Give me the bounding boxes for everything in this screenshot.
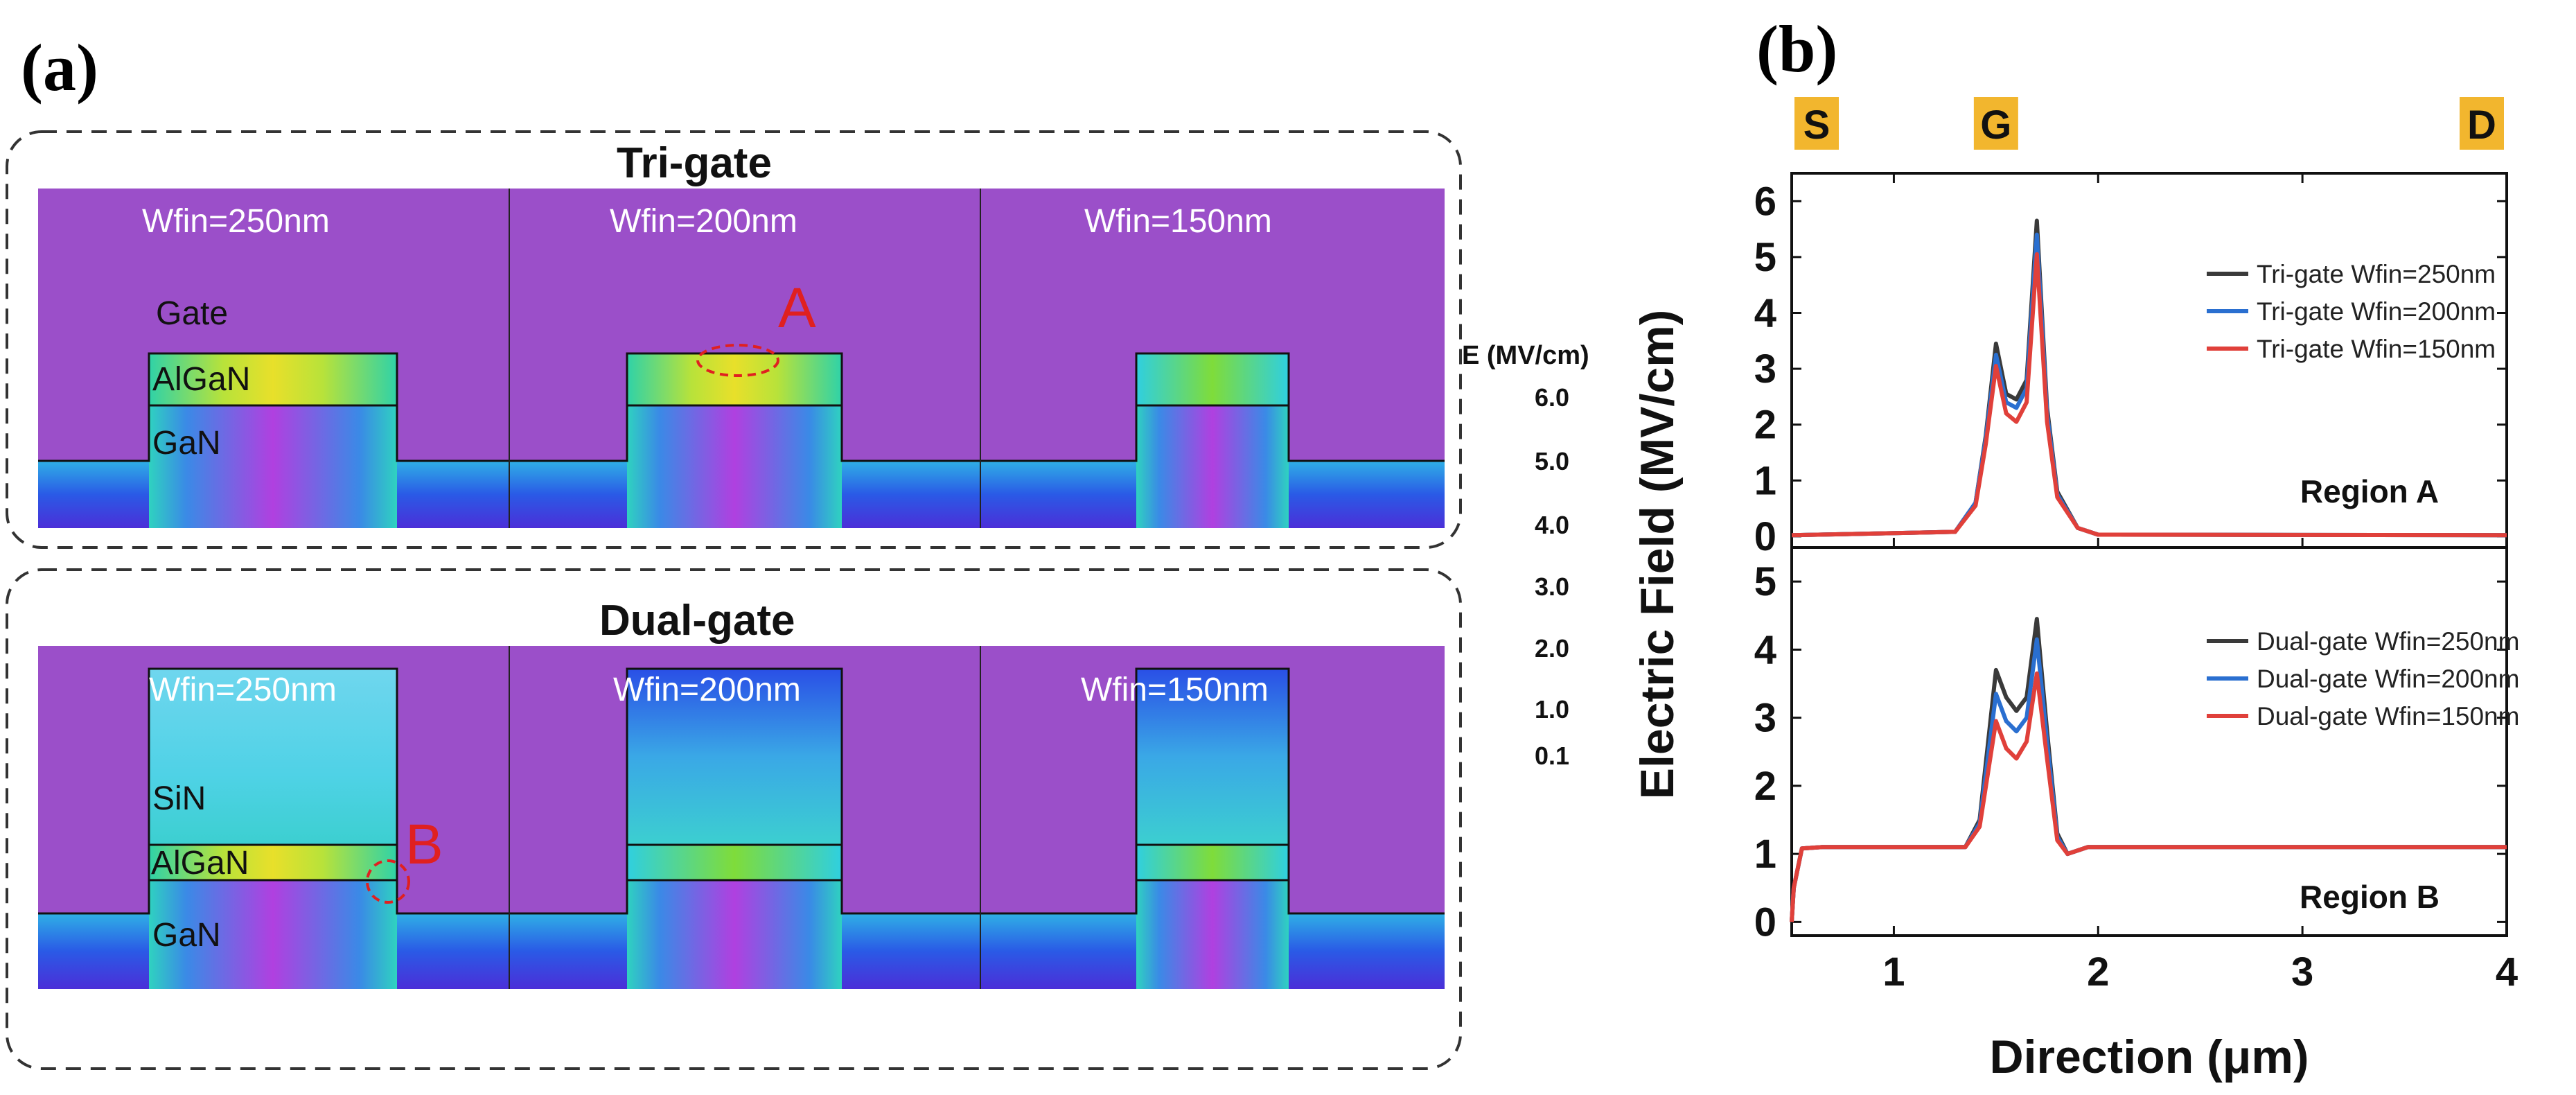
panel-a-svg [6, 130, 1462, 1070]
terminal-marker-label: S [1803, 103, 1830, 148]
legend-label: Dual-gate Wfin=150nm [2257, 702, 2519, 730]
y-tick-label: 3 [1754, 347, 1776, 392]
trigate-cell-1-label: Wfin=250nm [142, 203, 330, 240]
legend-label: Tri-gate Wfin=200nm [2257, 297, 2496, 326]
y-tick-label: 3 [1754, 696, 1776, 741]
dualgate-gan-label: GaN [152, 917, 221, 954]
x-tick-label: 3 [2291, 949, 2313, 995]
colorbar-tick: 0.1 [1535, 742, 1570, 770]
sin-label: SiN [152, 780, 206, 817]
series-line [1791, 252, 2507, 538]
legend-label: Tri-gate Wfin=250nm [2257, 260, 2496, 288]
region-b-label: B [405, 813, 443, 876]
y-tick-label: 5 [1754, 559, 1776, 604]
colorbar-tick: 5.0 [1535, 447, 1570, 475]
legend-label: Dual-gate Wfin=200nm [2257, 665, 2519, 693]
terminal-marker-label: D [2467, 103, 2496, 148]
colorbar-tick: 3.0 [1535, 572, 1570, 601]
trigate-algan-label: AlGaN [152, 361, 251, 398]
trigate-cell-2 [509, 189, 980, 528]
terminal-marker-bg [2460, 97, 2504, 150]
region-label: Region A [2300, 473, 2439, 509]
y-tick-label: 1 [1754, 832, 1776, 877]
dualgate-cell-3-label: Wfin=150nm [1081, 672, 1269, 708]
region-label: Region B [2300, 879, 2440, 915]
panel-b-chart: S G D 0 1 2 3 4 5 6 Tri-gate Wfin=250nm Tri-gate W… [1631, 97, 2519, 1083]
dualgate-cell-2-label: Wfin=200nm [613, 672, 801, 708]
y-tick-label: 5 [1754, 235, 1776, 280]
y-tick-label: 4 [1754, 627, 1776, 672]
x-tick-label: 4 [2496, 949, 2518, 995]
series-line [1790, 671, 2507, 922]
dualgate-title: Dual-gate [599, 597, 795, 645]
y-tick-label: 4 [1754, 290, 1776, 335]
colorbar-tick: 4.0 [1535, 511, 1570, 539]
legend-label: Dual-gate Wfin=250nm [2257, 627, 2519, 656]
trigate-cell-3 [980, 189, 1445, 528]
y-axis-label: Electric Field (MV/cm) [1631, 310, 1684, 800]
panel-a-label: (a) [21, 30, 98, 105]
y-tick-label: 2 [1754, 403, 1776, 448]
dualgate-cell-1-label: Wfin=250nm [149, 672, 337, 708]
legend-label: Tri-gate Wfin=150nm [2257, 335, 2496, 363]
trigate-cell-2-label: Wfin=200nm [610, 203, 797, 240]
y-tick-label: 2 [1754, 764, 1776, 809]
trigate-frame [6, 130, 1462, 549]
y-tick-label: 1 [1754, 458, 1776, 503]
terminal-marker-label: G [1980, 103, 2011, 148]
y-tick-label: 6 [1754, 179, 1776, 224]
gate-label: Gate [156, 295, 229, 332]
dualgate-cell-2 [509, 646, 980, 989]
trigate-title: Tri-gate [617, 139, 772, 187]
region-a-marker [696, 344, 779, 377]
region-a-label: A [778, 277, 816, 340]
dualgate-cell-3 [980, 646, 1445, 989]
panel-b-label: (b) [1756, 12, 1838, 86]
dualgate-algan-label: AlGaN [151, 845, 249, 882]
colorbar-tick: 2.0 [1535, 634, 1570, 663]
trigate-cell-3-label: Wfin=150nm [1084, 203, 1272, 240]
x-tick-label: 1 [1882, 949, 1905, 995]
y-tick-label: 0 [1754, 514, 1776, 559]
dualgate-frame [6, 568, 1462, 1070]
terminal-marker-bg [1794, 97, 1839, 150]
trigate-cell-1 [38, 189, 509, 528]
y-tick-label: 0 [1754, 900, 1776, 945]
colorbar-tick: 6.0 [1535, 383, 1570, 412]
region-b-marker [366, 859, 410, 904]
x-tick-label: 2 [2087, 949, 2109, 995]
trigate-gan-label: GaN [152, 425, 221, 462]
colorbar-tick: 1.0 [1535, 695, 1570, 724]
dualgate-cell-1 [38, 646, 509, 989]
colorbar-title: E (MV/cm) [1462, 341, 1589, 370]
terminal-marker-bg [1973, 97, 2018, 150]
x-axis-label: Direction (μm) [1990, 1031, 2309, 1083]
plot-frame-bottom [1790, 546, 2508, 937]
